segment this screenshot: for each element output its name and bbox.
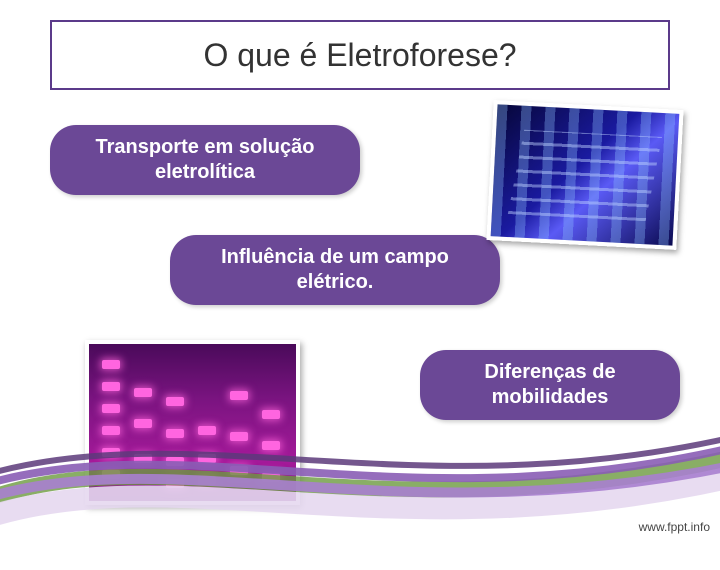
gel-band bbox=[230, 391, 248, 400]
bubble-mobility: Diferenças demobilidades bbox=[420, 350, 680, 420]
gel-band bbox=[166, 457, 184, 466]
gel-band bbox=[134, 388, 152, 397]
photo-gel-agarose bbox=[85, 340, 300, 505]
gel-band bbox=[102, 360, 120, 369]
photo-gel-agarose-inner bbox=[89, 344, 296, 501]
gel-band bbox=[198, 454, 216, 463]
gel-lane bbox=[227, 344, 251, 501]
gel-lane bbox=[163, 344, 187, 501]
gel-band bbox=[102, 470, 120, 479]
gel-band bbox=[262, 441, 280, 450]
gel-band bbox=[198, 476, 216, 485]
gel-band bbox=[102, 448, 120, 457]
bubble-transport: Transporte em soluçãoeletrolítica bbox=[50, 125, 360, 195]
gel-band bbox=[262, 410, 280, 419]
gel-band bbox=[230, 432, 248, 441]
footer-url: www.fppt.info bbox=[639, 520, 710, 534]
gel-band bbox=[166, 429, 184, 438]
gel-band bbox=[166, 397, 184, 406]
title-box: O que é Eletroforese? bbox=[50, 20, 670, 90]
bubble-transport-text: Transporte em soluçãoeletrolítica bbox=[96, 135, 315, 185]
photo-gel-uv bbox=[486, 100, 683, 250]
slide-title: O que é Eletroforese? bbox=[203, 37, 516, 74]
bubble-field: Influência de um campoelétrico. bbox=[170, 235, 500, 305]
gel-band bbox=[102, 404, 120, 413]
photo-gel-uv-bands bbox=[508, 129, 662, 220]
gel-band bbox=[134, 419, 152, 428]
gel-band bbox=[134, 454, 152, 463]
gel-lane bbox=[195, 344, 219, 501]
gel-band bbox=[262, 473, 280, 482]
bubble-field-text: Influência de um campoelétrico. bbox=[221, 245, 449, 295]
photo-gel-uv-inner bbox=[491, 104, 680, 245]
gel-band bbox=[230, 466, 248, 475]
gel-lane bbox=[99, 344, 123, 501]
gel-band bbox=[166, 479, 184, 488]
bubble-mobility-text: Diferenças demobilidades bbox=[484, 360, 615, 410]
gel-band bbox=[198, 426, 216, 435]
gel-lane bbox=[131, 344, 155, 501]
gel-band bbox=[102, 382, 120, 391]
gel-lane bbox=[259, 344, 283, 501]
gel-band bbox=[102, 426, 120, 435]
